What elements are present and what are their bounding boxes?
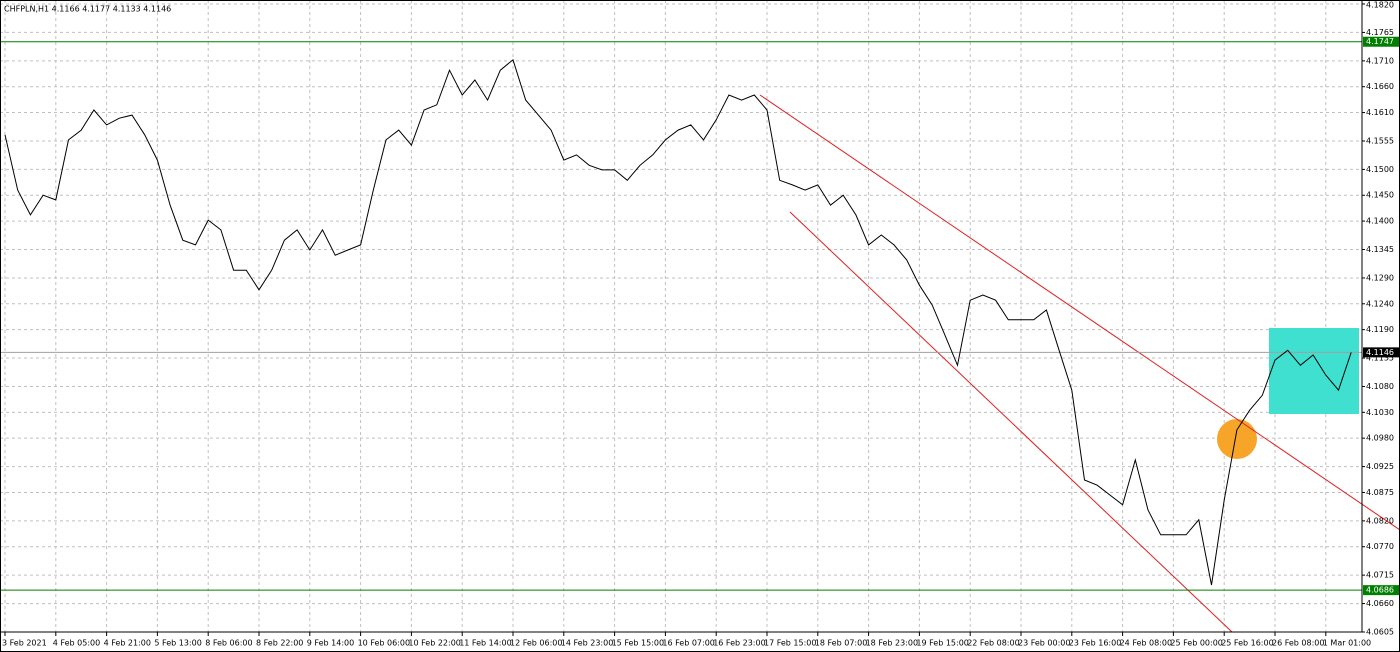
x-tick-label: 23 Feb 00:00 [1018,639,1070,648]
x-tick-label: 18 Feb 23:00 [866,639,918,648]
y-tick-label: 4.1030 [1366,408,1394,417]
y-tick-label: 4.1190 [1366,325,1394,334]
x-tick-label: 18 Feb 07:00 [815,639,867,648]
y-tick-label: 4.1345 [1366,245,1394,254]
x-tick-label: 14 Feb 23:00 [561,639,613,648]
y-tick-label: 4.1240 [1366,299,1394,308]
y-tick-label: 4.1610 [1366,108,1394,117]
x-tick-label: 10 Feb 06:00 [358,639,410,648]
y-tick-label: 4.1820 [1366,1,1394,10]
highlight-circle [1217,419,1257,459]
x-tick-label: 24 Feb 08:00 [1120,639,1172,648]
x-tick-label: 11 Feb 14:00 [459,639,511,648]
x-tick-label: 3 Feb 2021 [2,639,47,648]
y-tick-label: 4.0925 [1366,462,1394,471]
level-label-box [1363,585,1399,596]
x-tick-label: 12 Feb 06:00 [510,639,562,648]
series [0,41,1362,591]
level-label: 4.1747 [1366,37,1394,46]
level-label-box [1363,36,1399,47]
channel-lower [789,211,1233,633]
x-tick-label: 9 Feb 14:00 [307,639,354,648]
x-tick-label: 16 Feb 07:00 [662,639,714,648]
y-tick-label: 4.1555 [1366,136,1394,145]
x-tick-label: 23 Feb 16:00 [1069,639,1121,648]
x-tick-label: 19 Feb 15:00 [916,639,968,648]
x-tick-label: 10 Feb 22:00 [408,639,460,648]
chart-title: CHFPLN,H1 4.1166 4.1177 4.1133 4.1146 [4,5,171,14]
highlight-box [1269,328,1359,414]
y-tick-label: 4.0715 [1366,571,1394,580]
grid [0,0,1365,636]
channel-upper [759,94,1400,531]
price-line [4,58,1352,586]
y-tick-label: 4.1710 [1366,56,1394,65]
y-tick-label: 4.1080 [1366,382,1394,391]
x-tick-label: 4 Feb 05:00 [53,639,100,648]
x-tick-label: 15 Feb 15:00 [612,639,664,648]
y-tick-label: 4.1765 [1366,28,1394,37]
x-tick-label: 4 Feb 21:00 [104,639,151,648]
x-tick-label: 16 Feb 23:00 [713,639,765,648]
y-tick-label: 4.1135 [1366,354,1394,363]
y-tick-label: 4.1450 [1366,191,1394,200]
y-tick-label: 4.1500 [1366,165,1394,174]
y-tick-label: 4.0770 [1366,542,1394,551]
y-tick-label: 4.0820 [1366,516,1394,525]
y-tick-label: 4.1400 [1366,217,1394,226]
x-tick-label: 22 Feb 08:00 [967,639,1019,648]
level-label: 4.0686 [1366,586,1394,595]
y-tick-label: 4.1660 [1366,82,1394,91]
x-tick-label: 8 Feb 22:00 [256,639,303,648]
x-tick-label: 26 Feb 08:00 [1272,639,1324,648]
x-tick-label: 1 Mar 01:00 [1323,639,1371,648]
y-tick-label: 4.0875 [1366,488,1394,497]
y-tick-label: 4.1290 [1366,273,1394,282]
x-tick-label: 5 Feb 13:00 [154,639,201,648]
y-tick-label: 4.0980 [1366,434,1394,443]
y-tick-label: 4.0660 [1366,599,1394,608]
x-tick-label: 8 Feb 06:00 [205,639,252,648]
x-tick-label: 25 Feb 16:00 [1221,639,1273,648]
last-price-box [1363,347,1399,358]
y-tick-label: 4.0605 [1366,628,1394,637]
x-tick-label: 25 Feb 00:00 [1170,639,1222,648]
x-tick-label: 17 Feb 15:00 [764,639,816,648]
last-price-label: 4.1146 [1366,348,1394,357]
